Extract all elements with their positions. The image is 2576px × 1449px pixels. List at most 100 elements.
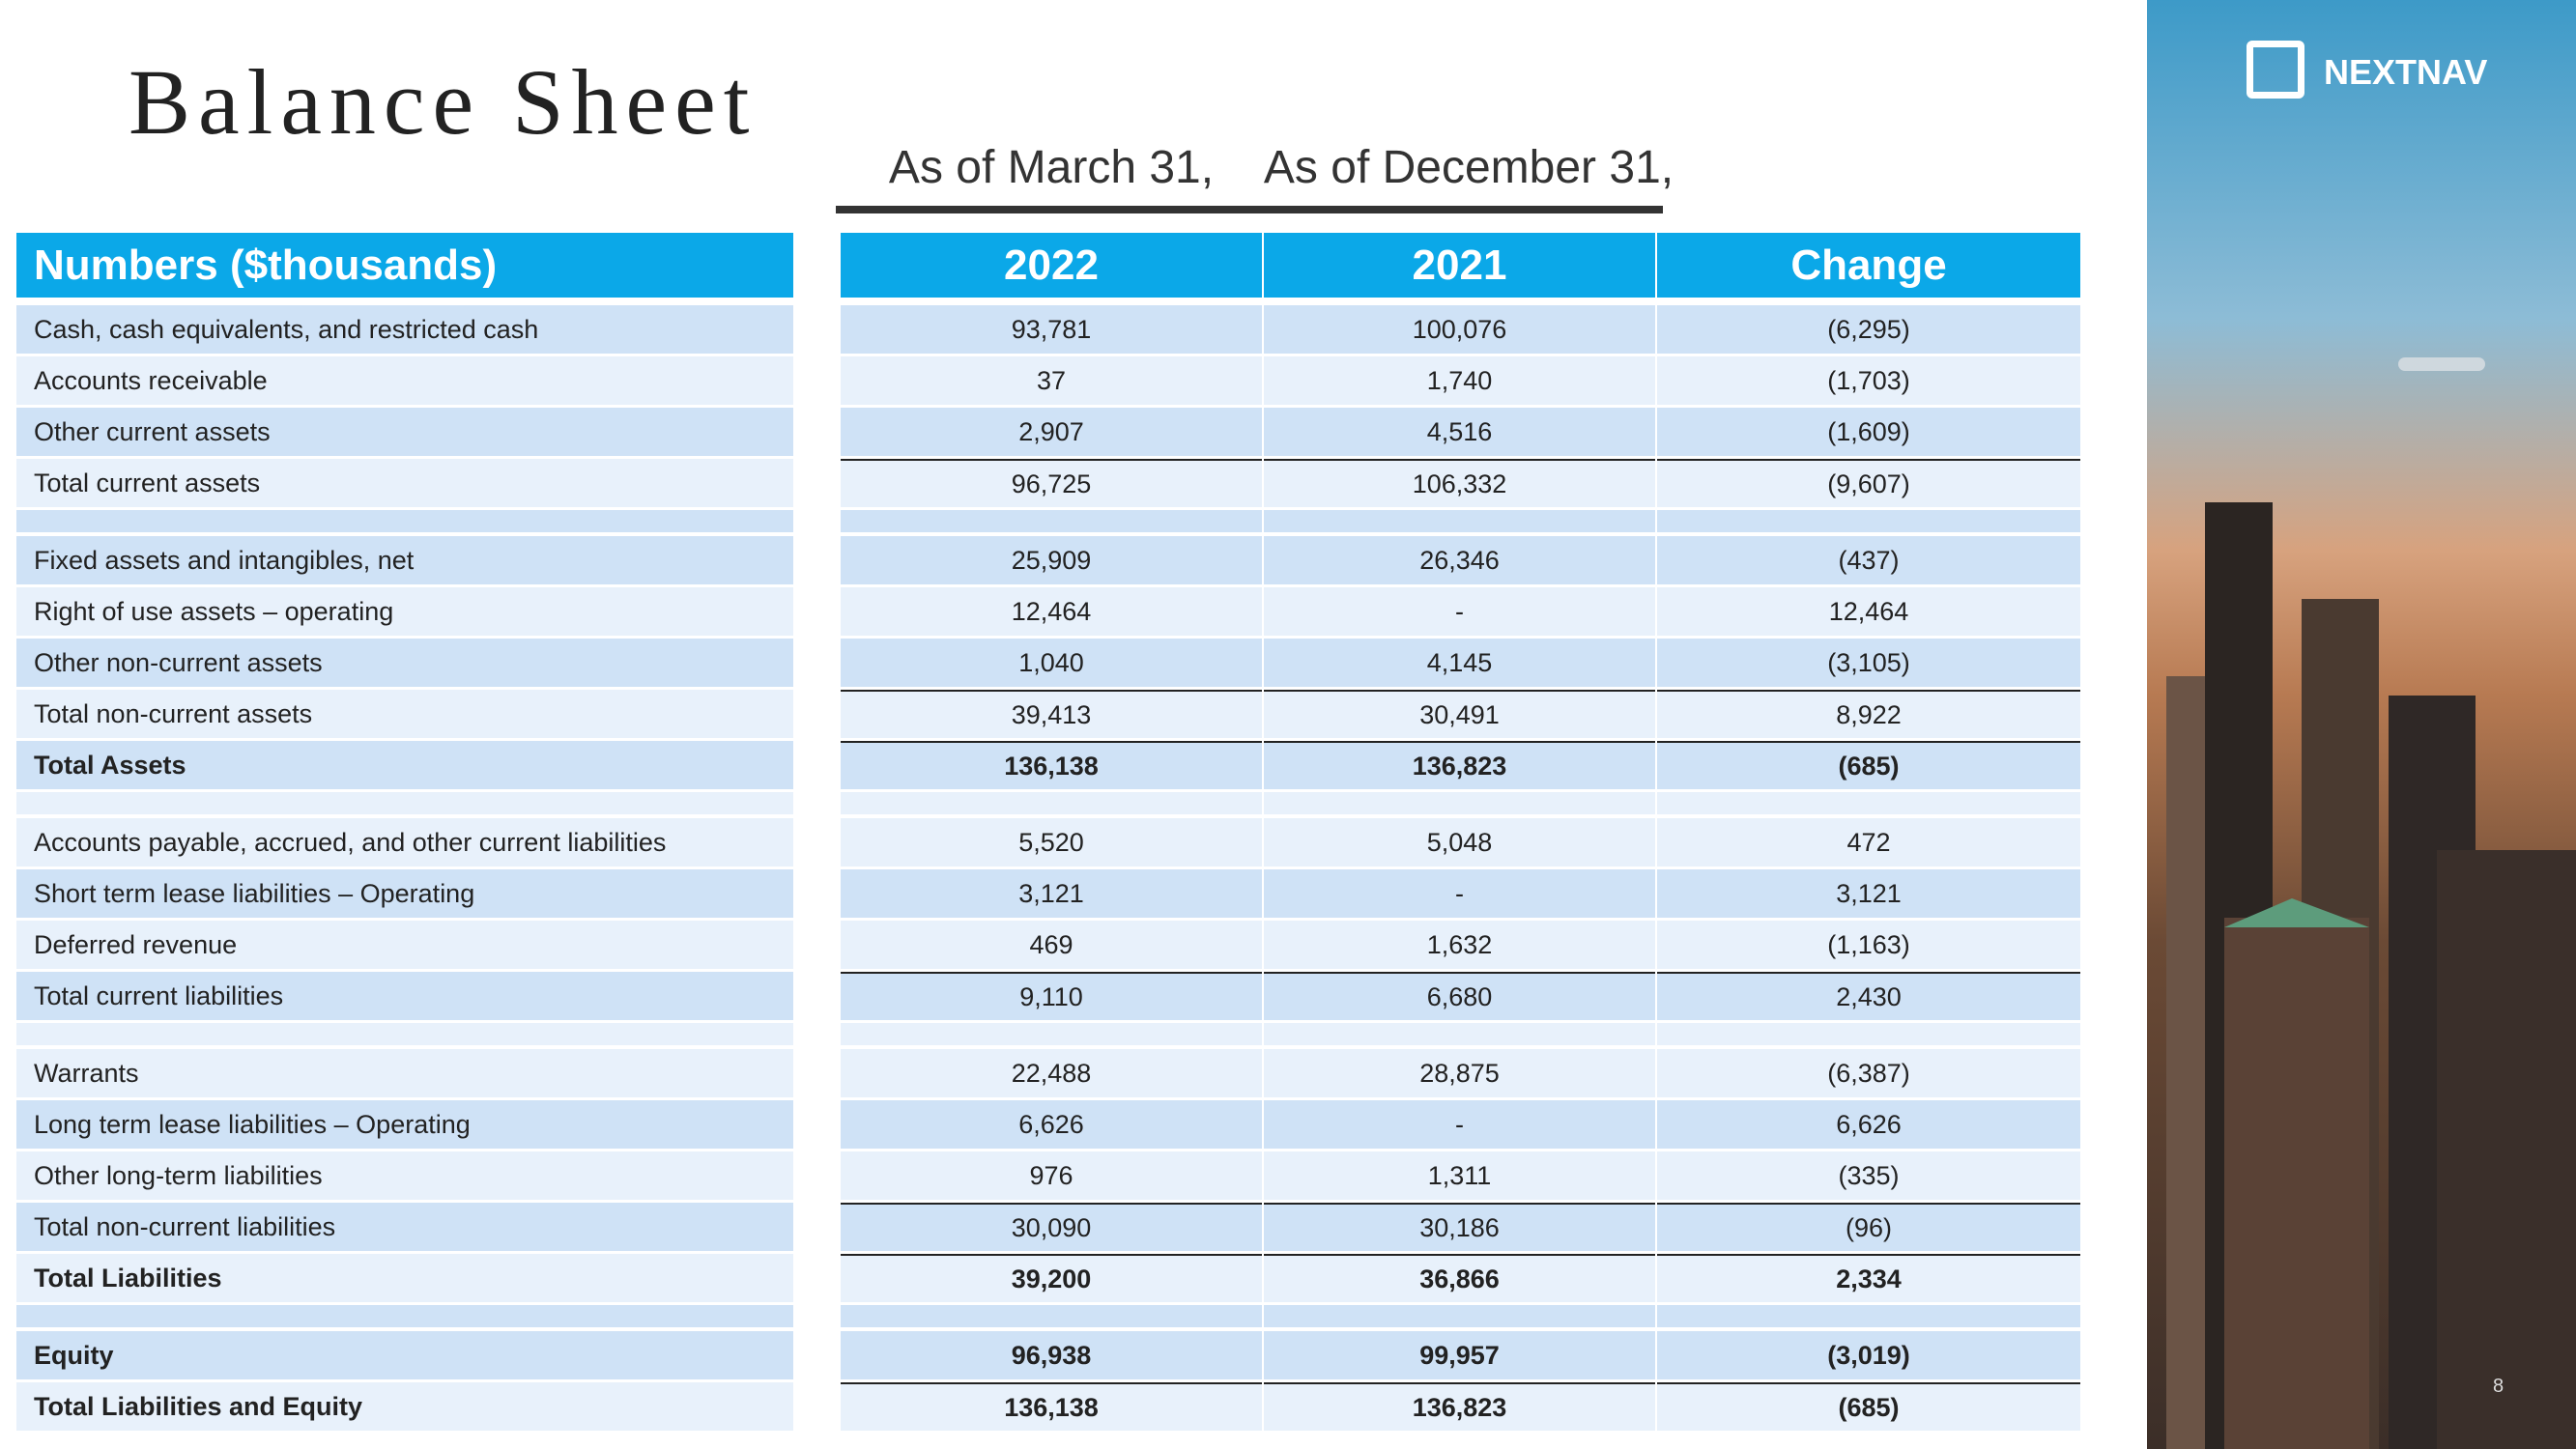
row-value: - [1264, 869, 1655, 918]
row-value: 22,488 [841, 1049, 1262, 1097]
row-value: 36,866 [1264, 1254, 1655, 1302]
row-label: Deferred revenue [16, 921, 793, 969]
row-value: 106,332 [1264, 459, 1655, 507]
row-value: 469 [841, 921, 1262, 969]
logo-mark [2247, 41, 2304, 99]
row-label: Other current assets [16, 408, 793, 456]
column-header: Numbers ($thousands) [16, 233, 793, 298]
row-value: (3,105) [1657, 639, 2080, 687]
column-header: 2021 [1264, 233, 1655, 298]
row-label: Total non-current liabilities [16, 1203, 793, 1251]
row-value: 136,823 [1264, 1382, 1655, 1431]
row-value: (437) [1657, 536, 2080, 584]
row-value: 1,311 [1264, 1151, 1655, 1200]
spacer-row [16, 792, 793, 814]
period-header: As of December 31, [1263, 142, 1674, 193]
period-header: As of March 31, [888, 142, 1215, 193]
row-label: Equity [16, 1331, 793, 1379]
row-value: 136,138 [841, 1382, 1262, 1431]
row-value: 26,346 [1264, 536, 1655, 584]
spacer-row [1264, 1305, 1655, 1327]
row-label: Other non-current assets [16, 639, 793, 687]
row-label: Right of use assets – operating [16, 587, 793, 636]
row-value: 8,922 [1657, 690, 2080, 738]
spacer-row [1657, 1023, 2080, 1045]
row-value: (6,387) [1657, 1049, 2080, 1097]
row-value: (685) [1657, 1382, 2080, 1431]
column-header: 2022 [841, 233, 1262, 298]
row-value: 5,048 [1264, 818, 1655, 867]
row-value: - [1264, 587, 1655, 636]
spacer-row [1264, 1023, 1655, 1045]
row-value: 30,491 [1264, 690, 1655, 738]
row-value: 2,334 [1657, 1254, 2080, 1302]
row-label: Long term lease liabilities – Operating [16, 1100, 793, 1149]
row-value: (1,163) [1657, 921, 2080, 969]
row-value: 472 [1657, 818, 2080, 867]
spacer-row [1657, 792, 2080, 814]
row-value: 4,516 [1264, 408, 1655, 456]
row-value: 12,464 [841, 587, 1262, 636]
spacer-row [841, 510, 1262, 532]
row-value: (6,295) [1657, 305, 2080, 354]
slide-title: Balance Sheet [129, 50, 758, 154]
row-label: Warrants [16, 1049, 793, 1097]
row-value: (9,607) [1657, 459, 2080, 507]
spacer-row [841, 1023, 1262, 1045]
row-value: 6,626 [1657, 1100, 2080, 1149]
row-value: (1,703) [1657, 356, 2080, 405]
spacer-row [16, 510, 793, 532]
row-label: Total current liabilities [16, 972, 793, 1020]
row-value: 4,145 [1264, 639, 1655, 687]
row-value: 1,632 [1264, 921, 1655, 969]
row-value: (3,019) [1657, 1331, 2080, 1379]
row-value: 6,626 [841, 1100, 1262, 1149]
row-label: Total Liabilities [16, 1254, 793, 1302]
row-value: (96) [1657, 1203, 2080, 1251]
row-value: (685) [1657, 741, 2080, 789]
row-value: 100,076 [1264, 305, 1655, 354]
row-label: Total current assets [16, 459, 793, 507]
row-label: Fixed assets and intangibles, net [16, 536, 793, 584]
logo-text: NEXTNAV [2324, 52, 2488, 92]
row-value: 96,938 [841, 1331, 1262, 1379]
row-value: 6,680 [1264, 972, 1655, 1020]
row-label: Accounts receivable [16, 356, 793, 405]
row-value: 1,740 [1264, 356, 1655, 405]
row-value: 30,090 [841, 1203, 1262, 1251]
spacer-row [16, 1305, 793, 1327]
row-value: 99,957 [1264, 1331, 1655, 1379]
row-label: Total non-current assets [16, 690, 793, 738]
row-value: 3,121 [1657, 869, 2080, 918]
spacer-row [1657, 510, 2080, 532]
page-number: 8 [2493, 1376, 2504, 1397]
row-value: 12,464 [1657, 587, 2080, 636]
row-value: 2,907 [841, 408, 1262, 456]
row-value: 3,121 [841, 869, 1262, 918]
row-value: 25,909 [841, 536, 1262, 584]
row-value: 136,138 [841, 741, 1262, 789]
row-value: 9,110 [841, 972, 1262, 1020]
row-value: 976 [841, 1151, 1262, 1200]
row-value: 28,875 [1264, 1049, 1655, 1097]
column-header: Change [1657, 233, 2080, 298]
row-value: - [1264, 1100, 1655, 1149]
spacer-row [16, 1023, 793, 1045]
row-value: 136,823 [1264, 741, 1655, 789]
row-value: 30,186 [1264, 1203, 1655, 1251]
row-value: 93,781 [841, 305, 1262, 354]
row-value: (335) [1657, 1151, 2080, 1200]
spacer-row [1264, 510, 1655, 532]
row-value: 39,413 [841, 690, 1262, 738]
row-value: (1,609) [1657, 408, 2080, 456]
row-label: Short term lease liabilities – Operating [16, 869, 793, 918]
spacer-row [841, 1305, 1262, 1327]
cover-image [2147, 0, 2576, 1449]
row-label: Cash, cash equivalents, and restricted c… [16, 305, 793, 354]
row-label: Total Liabilities and Equity [16, 1382, 793, 1431]
row-value: 1,040 [841, 639, 1262, 687]
row-value: 2,430 [1657, 972, 2080, 1020]
row-label: Total Assets [16, 741, 793, 789]
spacer-row [841, 792, 1262, 814]
